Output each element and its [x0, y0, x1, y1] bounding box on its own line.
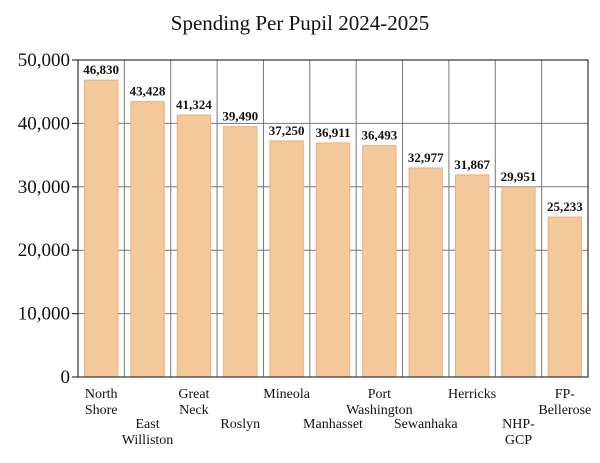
x-tick-label-line: Great	[178, 387, 209, 402]
data-label: 32,977	[408, 150, 444, 165]
data-labels: 46,830 43,428 41,324 39,490 37,250 36,911 36,4…	[83, 62, 583, 214]
x-tick-label: Great Neck	[178, 387, 209, 418]
x-tick-label-line: Bellerose	[538, 403, 591, 418]
x-tick-label: Port Washington	[346, 387, 413, 418]
data-label: 39,490	[222, 109, 258, 124]
data-label: 25,233	[547, 199, 583, 214]
x-tick-label-line: Sewanhaka	[394, 417, 459, 432]
x-tick-label-line: Manhasset	[303, 417, 363, 432]
x-tick-label-line: Williston	[122, 433, 174, 448]
chart-title: Spending Per Pupil 2024-2025	[171, 11, 429, 35]
x-tick-label: Herricks	[448, 387, 496, 402]
bar	[176, 114, 212, 378]
data-label: 41,324	[176, 97, 212, 112]
bars	[83, 79, 583, 378]
x-tick-label: East Williston	[122, 417, 174, 448]
y-tick-label: 0	[61, 367, 71, 388]
x-tick-label-line: NHP-	[502, 417, 535, 432]
data-label: 46,830	[83, 62, 119, 77]
data-label: 31,867	[454, 157, 490, 172]
x-tick-label-line: Washington	[346, 403, 413, 418]
bar	[501, 186, 536, 378]
x-tick-label: NHP-GCP	[502, 417, 535, 448]
bar	[315, 142, 351, 378]
x-tick-label-line: FP-	[555, 387, 576, 402]
bar	[269, 140, 304, 378]
x-tick-label-line: Neck	[179, 403, 209, 418]
y-tick-label: 30,000	[18, 177, 70, 198]
data-label: 43,428	[130, 84, 166, 99]
y-tick-label: 50,000	[18, 50, 70, 71]
bar	[223, 126, 258, 378]
bar	[130, 101, 165, 378]
y-tick-label: 20,000	[18, 240, 70, 261]
data-label: 36,493	[361, 128, 397, 143]
x-tick-label-line: Roslyn	[220, 417, 260, 432]
x-tick-label: FP-Bellerose	[538, 387, 591, 418]
x-tick-label: Mineola	[263, 387, 310, 402]
data-label: 29,951	[501, 169, 537, 184]
bar	[547, 216, 583, 378]
y-tick-label: 10,000	[18, 304, 70, 325]
x-tick-label-line: Port	[368, 387, 391, 402]
bar	[362, 145, 397, 378]
y-axis-ticks: 0 10,000 20,000 30,000 40,000 50,000	[18, 50, 78, 388]
x-tick-label-line: Mineola	[263, 387, 310, 402]
bar	[83, 79, 119, 378]
data-label: 37,250	[269, 123, 305, 138]
x-tick-label-line: East	[135, 417, 159, 432]
bar	[408, 167, 443, 378]
plot-frame	[77, 59, 589, 378]
x-tick-label: Sewanhaka	[394, 417, 459, 432]
bar	[454, 174, 490, 378]
x-tick-label-line: Herricks	[448, 387, 496, 402]
y-tick-label: 40,000	[18, 113, 70, 134]
x-tick-label-line: GCP	[505, 433, 532, 448]
x-tick-label: Manhasset	[303, 417, 363, 432]
x-tick-label: North Shore	[85, 387, 118, 418]
x-tick-label-line: Shore	[85, 403, 118, 418]
data-label: 36,911	[315, 125, 350, 140]
x-tick-label-line: North	[85, 387, 118, 402]
x-tick-label: Roslyn	[220, 417, 260, 432]
